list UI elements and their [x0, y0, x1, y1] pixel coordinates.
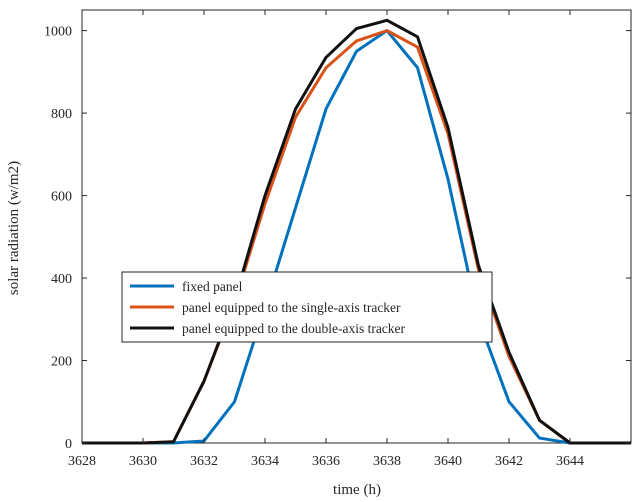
legend-label: panel equipped to the double-axis tracke… [182, 321, 406, 336]
y-axis-label: solar radiation (w/m2) [6, 161, 22, 295]
legend-label: fixed panel [182, 279, 243, 294]
plot-area [81, 9, 632, 444]
x-axis-label: time (h) [333, 482, 381, 498]
plot-frame [81, 9, 632, 444]
legend: fixed panel panel equipped to the single-… [121, 271, 493, 343]
y-tick-label: 1000 [44, 25, 72, 40]
series-layer [82, 18, 631, 445]
y-tick-label: 0 [65, 437, 72, 452]
y-tick-label: 600 [51, 190, 72, 205]
axes-layer: 3628 3630 3632 3634 3636 3638 3640 3642 3644 0 200… [44, 10, 631, 469]
x-tick-label: 3644 [556, 454, 584, 469]
y-tick-label: 800 [51, 107, 72, 122]
x-tick-label: 3640 [434, 454, 462, 469]
x-tick-label: 3636 [312, 454, 340, 469]
x-tick-label: 3634 [251, 454, 279, 469]
y-tick-label: 200 [51, 355, 72, 370]
legend-box [121, 271, 493, 343]
x-tick-label: 3638 [373, 454, 401, 469]
x-tick-label: 3628 [68, 454, 96, 469]
x-tick-label: 3642 [495, 454, 523, 469]
x-tick-label: 3632 [190, 454, 218, 469]
legend-label: panel equipped to the single-axis tracke… [182, 300, 401, 315]
y-tick-label: 400 [51, 272, 72, 287]
x-tick-label: 3630 [129, 454, 157, 469]
series-line-3 [82, 18, 631, 445]
